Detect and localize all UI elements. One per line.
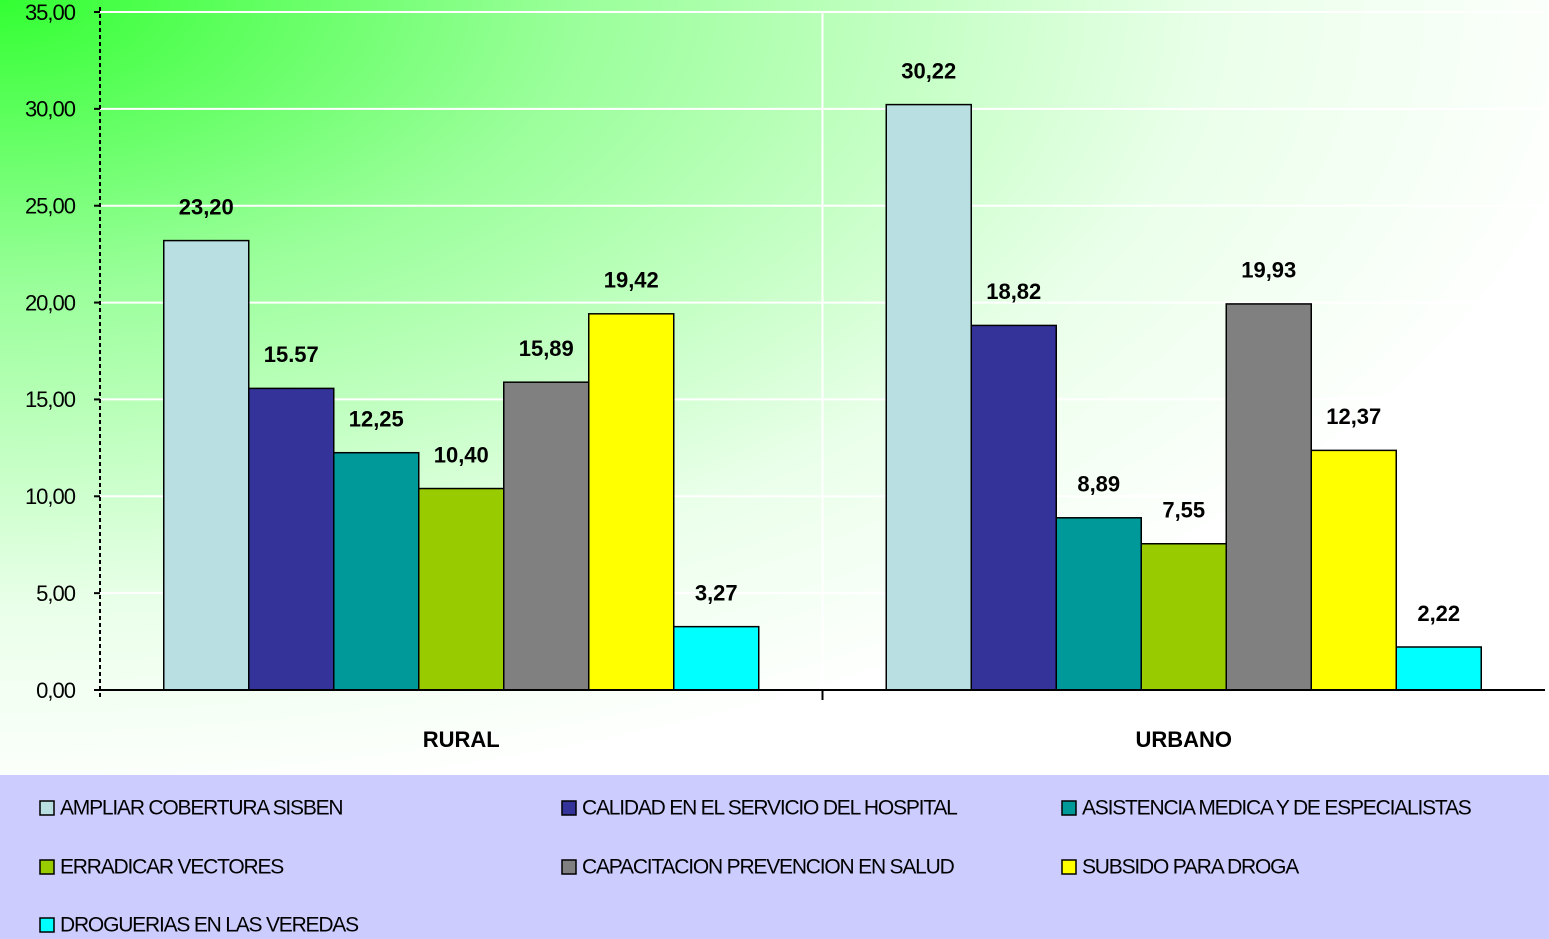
legend-area <box>0 775 1549 939</box>
bar <box>1225 303 1312 691</box>
bar <box>1055 517 1142 691</box>
data-label: 30,22 <box>901 58 956 83</box>
legend-swatch <box>561 859 577 875</box>
bar <box>248 387 335 691</box>
bar <box>333 451 420 691</box>
bar <box>673 625 760 691</box>
legend-swatch <box>39 859 55 875</box>
bar <box>163 239 250 691</box>
data-label: 7,55 <box>1162 498 1205 523</box>
legend-swatch <box>39 800 55 816</box>
data-label: 12,37 <box>1326 404 1381 429</box>
bar <box>1140 542 1227 691</box>
y-tick-label: 35,00 <box>25 0 76 25</box>
legend-swatch <box>39 917 55 933</box>
data-label: 19,93 <box>1241 258 1296 283</box>
bar <box>1395 646 1482 691</box>
legend-label: SUBSIDO PARA DROGA <box>1082 856 1299 879</box>
legend-label: AMPLIAR COBERTURA SISBEN <box>60 797 342 820</box>
data-label: 23,20 <box>179 194 234 219</box>
y-tick-label: 30,00 <box>25 97 76 122</box>
bar <box>885 103 972 691</box>
bar <box>970 324 1057 691</box>
legend-swatch <box>1061 859 1077 875</box>
data-label: 3,27 <box>695 580 738 605</box>
y-tick-label: 25,00 <box>25 194 76 219</box>
data-label: 8,89 <box>1077 472 1120 497</box>
data-label: 12,25 <box>349 407 404 432</box>
bar <box>418 487 505 691</box>
legend-swatch <box>561 800 577 816</box>
data-label: 19,42 <box>604 268 659 293</box>
data-label: 18,82 <box>986 279 1041 304</box>
x-tick-label: URBANO <box>1135 727 1232 752</box>
y-tick-label: 15,00 <box>25 387 76 412</box>
data-label: 15,89 <box>519 336 574 361</box>
legend-label: DROGUERIAS EN LAS VEREDAS <box>60 914 359 937</box>
bar <box>503 381 590 691</box>
y-tick-label: 0,00 <box>36 678 76 703</box>
legend-swatch <box>1061 800 1077 816</box>
bar <box>588 313 675 691</box>
bar <box>1310 449 1397 691</box>
y-tick-label: 10,00 <box>25 484 76 509</box>
data-label: 2,22 <box>1417 601 1460 626</box>
legend-label: CAPACITACION PREVENCION EN SALUD <box>582 856 955 879</box>
y-tick-label: 5,00 <box>36 581 76 606</box>
legend-label: ERRADICAR VECTORES <box>60 856 284 879</box>
legend-label: CALIDAD EN EL SERVICIO DEL HOSPITAL <box>582 797 957 820</box>
data-label: 10,40 <box>434 442 489 467</box>
y-tick-label: 20,00 <box>25 290 76 315</box>
data-label: 15.57 <box>264 342 319 367</box>
x-tick-label: RURAL <box>423 727 500 752</box>
legend-label: ASISTENCIA MEDICA Y DE ESPECIALISTAS <box>1082 797 1472 820</box>
